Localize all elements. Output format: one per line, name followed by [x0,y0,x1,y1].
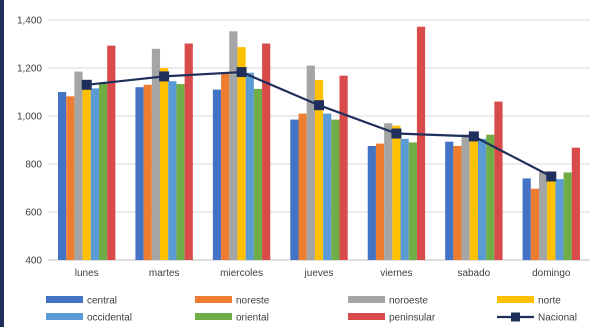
legend-swatch-central [46,296,83,303]
bar-oriental-viernes [408,142,417,260]
legend-swatch-occidental [46,313,83,320]
bar-norte-jueves [314,80,324,260]
bar-central-domingo [522,178,531,260]
point-Nacional-lunes [81,79,92,90]
bar-norte-viernes [392,125,401,260]
bar-norte-domingo [547,179,556,260]
left-accent-bar [0,0,4,327]
y-tick-label-5: 1,400 [17,16,42,27]
x-tick-label-1: martes [149,268,180,279]
bar-central-jueves [290,119,299,260]
legend-swatch-oriental [195,313,232,320]
legend-label-occidental: occidental [87,313,132,324]
point-Nacional-domingo [546,171,557,182]
bar-norte-miercoles [237,47,246,261]
bar-noroeste-jueves [306,65,315,260]
x-tick-label-6: domingo [532,268,571,279]
bar-peninsular-lunes [107,45,116,261]
x-tick-label-0: lunes [75,268,99,279]
bar-oriental-sabado [486,134,495,260]
bar-noroeste-viernes [384,123,393,260]
legend-label-oriental: oriental [236,313,269,324]
legend-swatch-norte [497,296,534,303]
bar-occidental-jueves [323,113,332,260]
bar-central-viernes [367,146,376,260]
bar-oriental-jueves [331,119,340,260]
bar-occidental-domingo [555,179,564,260]
bar-noreste-lunes [66,96,75,260]
bar-noroeste-lunes [74,71,83,260]
bar-noroeste-sabado [461,134,470,260]
legend-swatch-peninsular [348,313,385,320]
bar-noreste-viernes [375,143,385,260]
bar-noreste-miercoles [221,72,230,260]
y-tick-label-3: 1,000 [17,112,42,123]
legend-label-central: central [87,296,117,307]
point-Nacional-sabado [468,131,479,142]
x-tick-label-2: miercoles [220,268,263,279]
legend-swatch-noreste [195,296,232,303]
bar-noroeste-martes [151,48,161,260]
bar-norte-sabado [469,136,478,260]
bar-occidental-lunes [90,88,100,261]
bar-central-miercoles [212,89,222,260]
point-Nacional-miercoles [236,67,247,78]
bar-peninsular-sabado [494,101,503,260]
bar-oriental-domingo [563,172,572,260]
bar-peninsular-martes [184,43,193,260]
bar-occidental-viernes [400,138,409,260]
x-tick-label-3: jueves [304,268,334,279]
bar-norte-martes [160,68,169,260]
legend-swatch-noroeste [348,296,385,303]
bar-oriental-miercoles [253,88,263,260]
bar-peninsular-miercoles [262,43,271,260]
y-tick-label-4: 1,200 [17,64,42,75]
bar-central-sabado [445,141,454,260]
legend-label-norte: norte [538,296,561,307]
bar-peninsular-domingo [571,147,580,260]
bar-noreste-martes [143,84,152,260]
bars [58,26,580,261]
bar-noroeste-miercoles [229,31,238,261]
legend: central noreste noroeste norte occidental ori… [46,296,577,324]
bar-occidental-martes [168,81,177,260]
line-series-Nacional [81,67,557,182]
bar-peninsular-jueves [339,75,348,261]
y-tick-label-0: 400 [25,256,42,267]
bar-central-martes [135,87,144,260]
bar-noroeste-domingo [538,171,548,260]
point-Nacional-jueves [314,100,324,111]
legend-label-noreste: noreste [236,296,270,307]
legend-label-peninsular: peninsular [389,313,436,324]
y-tick-label-1: 600 [25,208,42,219]
x-tick-label-4: viernes [380,268,412,279]
bar-noreste-jueves [298,113,307,260]
legend-marker-Nacional [511,312,520,322]
x-tick-label-5: sabado [457,268,490,279]
bar-occidental-miercoles [245,72,254,260]
bar-oriental-martes [176,84,185,260]
y-tick-label-2: 800 [25,160,42,171]
bar-noreste-sabado [453,146,462,260]
bar-occidental-sabado [477,138,487,260]
legend-label-noroeste: noroeste [389,296,428,307]
bar-central-lunes [58,92,67,260]
point-Nacional-martes [159,71,170,82]
bar-oriental-lunes [99,83,108,260]
bar-noreste-domingo [530,188,539,260]
point-Nacional-viernes [391,128,402,139]
bar-norte-lunes [82,81,91,260]
legend-label-Nacional: Nacional [538,313,577,324]
bar-peninsular-viernes [416,26,426,260]
